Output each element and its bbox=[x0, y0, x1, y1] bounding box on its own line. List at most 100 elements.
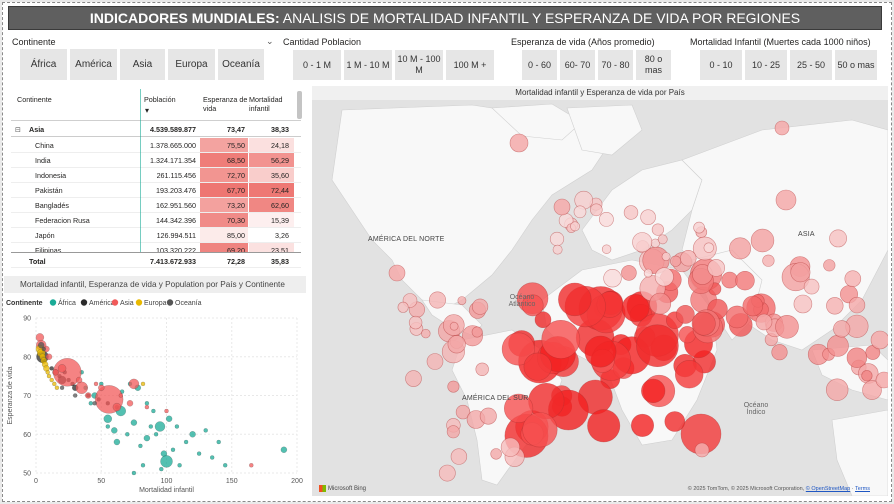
map-bubble[interactable] bbox=[521, 294, 544, 317]
map-bubble[interactable] bbox=[621, 294, 650, 322]
scatter-point[interactable] bbox=[131, 470, 137, 476]
map-bubble[interactable] bbox=[827, 334, 849, 357]
scatter-point[interactable] bbox=[98, 384, 105, 392]
map-bubble[interactable] bbox=[421, 328, 431, 339]
scatter-point[interactable] bbox=[170, 447, 176, 453]
map-bubble[interactable] bbox=[584, 335, 617, 368]
map-bubble[interactable] bbox=[825, 378, 849, 401]
scatter-point[interactable] bbox=[111, 427, 118, 434]
map-bubble[interactable] bbox=[762, 254, 775, 267]
slicer-mortalidad-option[interactable]: 25 - 50 bbox=[789, 49, 833, 81]
slicer-poblacion-option[interactable]: 0 - 1 M bbox=[292, 49, 342, 81]
slicer-continente-option[interactable]: Europa bbox=[167, 48, 216, 81]
slicer-continente-option[interactable]: Oceanía bbox=[217, 48, 265, 81]
scatter-point[interactable] bbox=[140, 463, 146, 468]
world-map[interactable] bbox=[312, 100, 888, 496]
sort-desc-icon[interactable]: ▾ bbox=[145, 106, 150, 115]
table-row[interactable]: China 1.378.665.000 75,50 24,18 bbox=[11, 138, 301, 153]
table-scrollbar[interactable] bbox=[297, 91, 302, 119]
scatter-point[interactable] bbox=[154, 421, 166, 432]
slicer-esperanza-option[interactable]: 0 - 60 bbox=[521, 49, 558, 81]
map-bubble[interactable] bbox=[735, 271, 755, 291]
map-bubble[interactable] bbox=[552, 244, 563, 255]
map-bubble[interactable] bbox=[534, 311, 552, 328]
scatter-point[interactable] bbox=[46, 373, 52, 379]
map-bubble[interactable] bbox=[541, 319, 581, 359]
scatter-point[interactable] bbox=[41, 346, 47, 352]
scatter-point[interactable] bbox=[189, 431, 196, 438]
legend-marker[interactable] bbox=[49, 299, 57, 306]
map-bubble[interactable] bbox=[500, 437, 520, 457]
map-bubble[interactable] bbox=[862, 380, 882, 400]
map-bubble[interactable] bbox=[775, 315, 799, 339]
scatter-point[interactable] bbox=[222, 463, 228, 468]
table-row[interactable]: Indonesia 261.115.456 72,70 35,60 bbox=[11, 168, 301, 183]
map-bubble[interactable] bbox=[549, 231, 565, 247]
map-bubble[interactable] bbox=[504, 393, 534, 424]
scatter-point[interactable] bbox=[118, 393, 124, 398]
map-bubble[interactable] bbox=[790, 262, 811, 283]
legend-entry[interactable]: América bbox=[89, 300, 115, 307]
scatter-point[interactable] bbox=[153, 432, 159, 437]
slicer-continente-option[interactable]: América bbox=[69, 48, 118, 81]
legend-entry[interactable]: África bbox=[58, 298, 76, 307]
scatter-point[interactable] bbox=[140, 381, 146, 387]
map-bubble[interactable] bbox=[771, 344, 788, 361]
scatter-point[interactable] bbox=[280, 446, 288, 454]
legend-entry[interactable]: Asia bbox=[120, 300, 134, 307]
map-bubble[interactable] bbox=[875, 371, 888, 389]
map-bubble[interactable] bbox=[509, 133, 529, 153]
map-bubble[interactable] bbox=[721, 271, 739, 289]
map-bubble[interactable] bbox=[490, 448, 502, 460]
scatter-point[interactable] bbox=[75, 376, 83, 384]
map-bubble[interactable] bbox=[438, 464, 456, 482]
map-bubble[interactable] bbox=[823, 259, 836, 272]
map-bubble[interactable] bbox=[742, 295, 764, 317]
map-bubble[interactable] bbox=[589, 203, 603, 217]
slicer-continente-option[interactable]: África bbox=[19, 48, 68, 81]
scatter-point[interactable] bbox=[209, 455, 215, 460]
map-bubble[interactable] bbox=[654, 267, 674, 287]
scatter-point[interactable] bbox=[203, 428, 208, 433]
map-bubble[interactable] bbox=[405, 370, 422, 387]
map-bubble[interactable] bbox=[457, 296, 467, 305]
map-bubble[interactable] bbox=[861, 370, 873, 382]
scatter-point[interactable] bbox=[105, 424, 111, 429]
slicer-esperanza-option[interactable]: 70 - 80 bbox=[597, 49, 634, 81]
map-bubble[interactable] bbox=[630, 413, 654, 437]
legend-marker[interactable] bbox=[135, 299, 143, 306]
map-bubble[interactable] bbox=[388, 264, 406, 282]
map-bubble[interactable] bbox=[408, 315, 423, 330]
scatter-point[interactable] bbox=[112, 402, 122, 412]
scatter-point[interactable] bbox=[113, 438, 121, 446]
table-row[interactable]: Pakistán 193.203.476 67,70 72,44 bbox=[11, 183, 301, 198]
map-bubble[interactable] bbox=[446, 425, 460, 439]
map-bubble[interactable] bbox=[664, 411, 686, 432]
scatter-point[interactable] bbox=[164, 408, 169, 414]
scatter-point[interactable] bbox=[130, 419, 138, 426]
table-row[interactable]: Bangladés 162.951.560 73,20 62,60 bbox=[11, 198, 301, 213]
legend-marker[interactable] bbox=[80, 299, 88, 306]
map-bubble[interactable] bbox=[774, 120, 790, 136]
map-bubble[interactable] bbox=[693, 221, 705, 234]
map-bubble[interactable] bbox=[570, 221, 580, 232]
map-bubble[interactable] bbox=[601, 244, 612, 254]
map-bubble[interactable] bbox=[649, 292, 672, 315]
map-bubble[interactable] bbox=[603, 269, 622, 288]
scatter-point[interactable] bbox=[52, 381, 57, 387]
scatter-point[interactable] bbox=[249, 463, 254, 468]
slicer-continente-option[interactable]: Asia bbox=[119, 48, 166, 81]
map-bubble[interactable] bbox=[643, 268, 653, 278]
scatter-point[interactable] bbox=[37, 341, 45, 349]
map-bubble[interactable] bbox=[826, 297, 844, 315]
matrix-table[interactable]: Continente Población ▾ Esperanza de vida… bbox=[11, 89, 306, 269]
scatter-point[interactable] bbox=[126, 400, 134, 407]
map-bubble[interactable] bbox=[870, 330, 888, 350]
map-bubble[interactable] bbox=[522, 412, 558, 448]
osm-link[interactable]: © OpenStreetMap bbox=[805, 486, 851, 492]
table-row[interactable]: Japón 126.994.511 85,00 3,26 bbox=[11, 228, 301, 243]
scatter-point[interactable] bbox=[165, 415, 173, 423]
scatter-point[interactable] bbox=[144, 401, 150, 406]
map-bubble[interactable] bbox=[397, 301, 409, 313]
slicer-mortalidad-option[interactable]: 0 - 10 bbox=[699, 49, 743, 81]
